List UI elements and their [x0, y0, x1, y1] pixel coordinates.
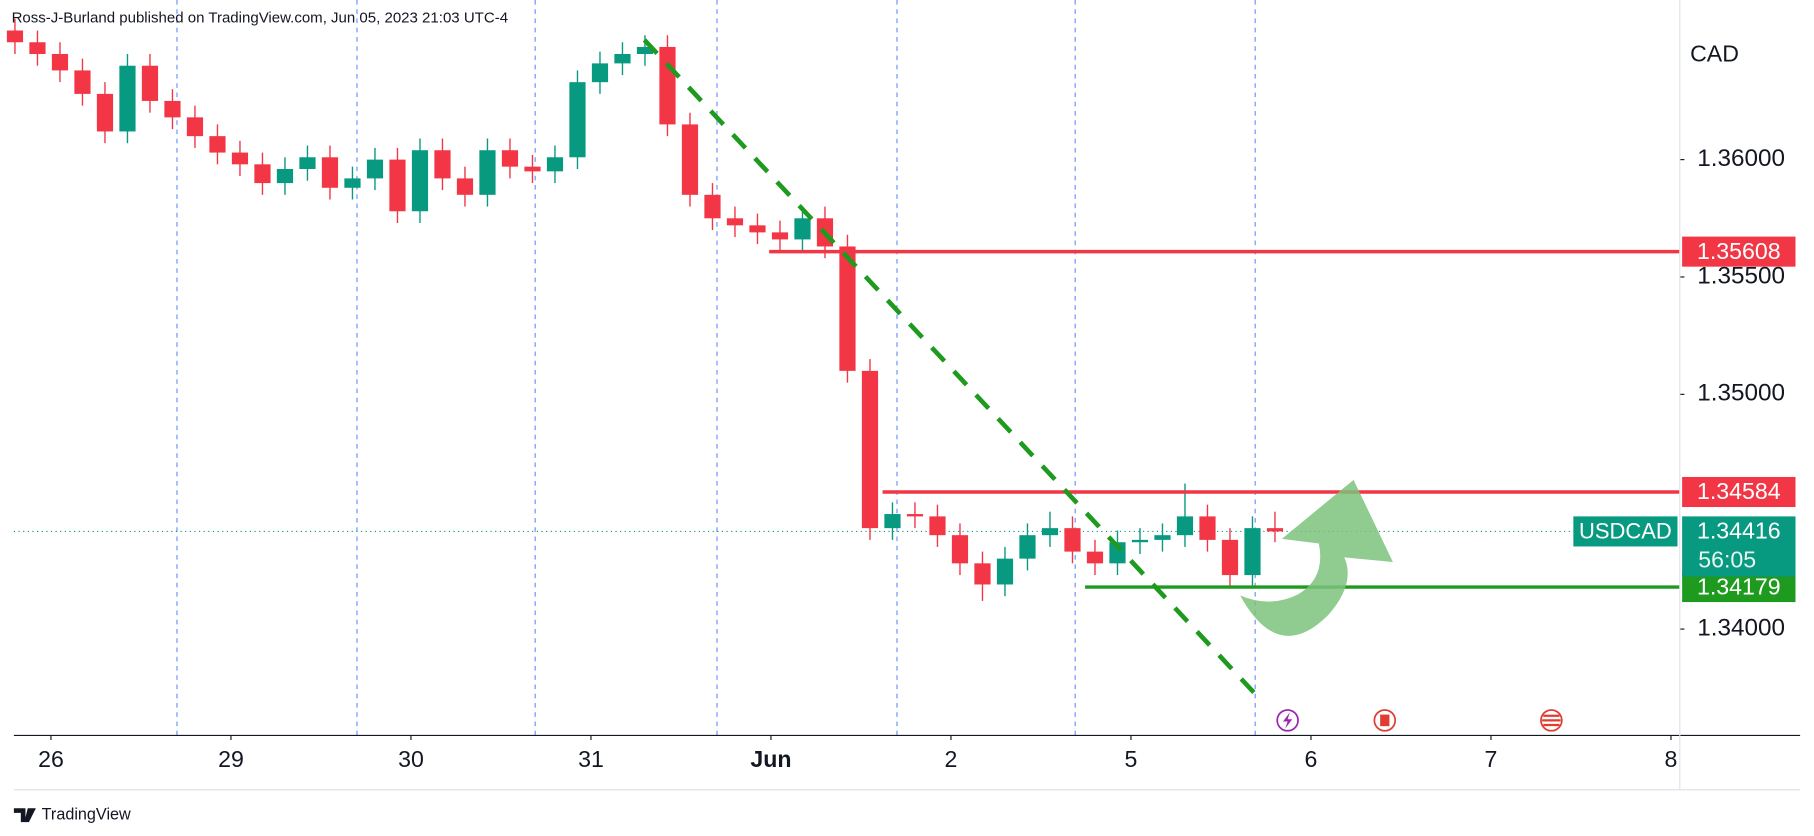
candle-body: [96, 93, 114, 132]
candle-body: [389, 159, 406, 212]
x-tick-label: 8: [1665, 746, 1678, 772]
y-tick-label: 1.35000: [1697, 380, 1785, 407]
x-tick-label: 2: [945, 746, 958, 772]
candle-body: [276, 169, 294, 184]
trendline: [642, 38, 1257, 696]
candle-body: [1086, 551, 1104, 564]
candle-body: [434, 150, 451, 179]
candle-body: [6, 30, 24, 43]
candle-body: [546, 157, 564, 172]
candle-body: [231, 152, 249, 165]
candle-body: [1154, 535, 1171, 540]
candle-body: [119, 65, 136, 132]
y-tick-label: 1.36000: [1697, 145, 1785, 172]
candle-body: [974, 563, 991, 585]
candle-body: [726, 218, 744, 226]
x-tick-label: 26: [38, 746, 64, 772]
candle-body: [1176, 516, 1194, 536]
brand-text: TradingView: [42, 805, 131, 823]
symbol-label: USDCAD: [1579, 518, 1672, 543]
countdown-label: 56:05: [1698, 547, 1756, 573]
candle-body: [1266, 528, 1284, 532]
candle-body: [51, 53, 69, 71]
last-price-label: 1.34416: [1697, 518, 1781, 544]
candle-body: [254, 164, 271, 184]
level-label-box: [1682, 476, 1796, 508]
candle-body: [141, 65, 159, 101]
event-icon-glyph: [1542, 714, 1561, 727]
candle-body: [659, 46, 676, 125]
x-tick-label: 5: [1125, 746, 1138, 772]
candle-body: [614, 53, 631, 64]
candle-body: [1199, 516, 1216, 540]
candle-body: [366, 159, 384, 179]
candle-body: [906, 514, 924, 517]
x-tick-label: Jun: [750, 746, 791, 772]
candle-body: [501, 150, 519, 167]
candle-body: [186, 117, 204, 137]
plot-layer: [6, 18, 1680, 696]
level-label-box: [1682, 572, 1796, 603]
candle-body: [411, 150, 429, 212]
candle-body: [749, 225, 766, 233]
last-price-box: [1682, 516, 1796, 577]
level-label: 1.34179: [1697, 573, 1781, 599]
x-tick-label: 6: [1305, 746, 1318, 772]
candle-body: [299, 157, 316, 170]
level-label: 1.34584: [1697, 478, 1781, 504]
y-tick-label: 1.34000: [1697, 614, 1785, 641]
candle-body: [1041, 528, 1059, 536]
candle-body: [29, 42, 46, 54]
brand-logo: [13, 808, 36, 823]
candle-body: [951, 535, 969, 564]
candle-body: [884, 514, 901, 529]
x-tick-label: 29: [218, 746, 244, 772]
y-tick-label: 1.35500: [1697, 262, 1785, 289]
level-label-box: [1682, 236, 1796, 267]
candle-body: [456, 178, 474, 195]
candle-body: [839, 246, 856, 371]
candle-body: [996, 558, 1014, 585]
candle-body: [929, 516, 946, 536]
candle-body: [344, 178, 361, 188]
candle-body: [74, 70, 91, 94]
candle-body: [681, 124, 699, 195]
candle-body: [1221, 539, 1239, 576]
candle-body: [524, 166, 541, 172]
header-text: Ross-J-Burland published on TradingView.…: [12, 9, 508, 26]
x-tick-label: 31: [578, 746, 604, 772]
candle-body: [591, 63, 609, 83]
arrow-annotation: [1240, 479, 1393, 636]
currency-label: CAD: [1690, 41, 1739, 67]
candle-body: [1131, 539, 1149, 543]
candle-body: [1064, 528, 1081, 552]
candle-body: [479, 150, 496, 195]
candle-body: [569, 82, 586, 158]
candle-body: [164, 100, 181, 118]
candle-body: [1019, 535, 1036, 559]
candle-body: [209, 136, 226, 153]
candle-body: [321, 157, 339, 188]
candle-body: [704, 194, 721, 219]
candle-body: [794, 218, 811, 240]
x-tick-label: 7: [1485, 746, 1498, 772]
candle-body: [861, 370, 879, 529]
candle-body: [1244, 528, 1261, 576]
event-icon-glyph: [1380, 714, 1390, 727]
candle-body: [636, 46, 654, 54]
x-tick-label: 30: [398, 746, 424, 772]
candle-body: [771, 232, 789, 240]
symbol-box: [1573, 516, 1678, 547]
event-icon-glyph: [1282, 712, 1293, 729]
level-label: 1.35608: [1697, 238, 1781, 264]
